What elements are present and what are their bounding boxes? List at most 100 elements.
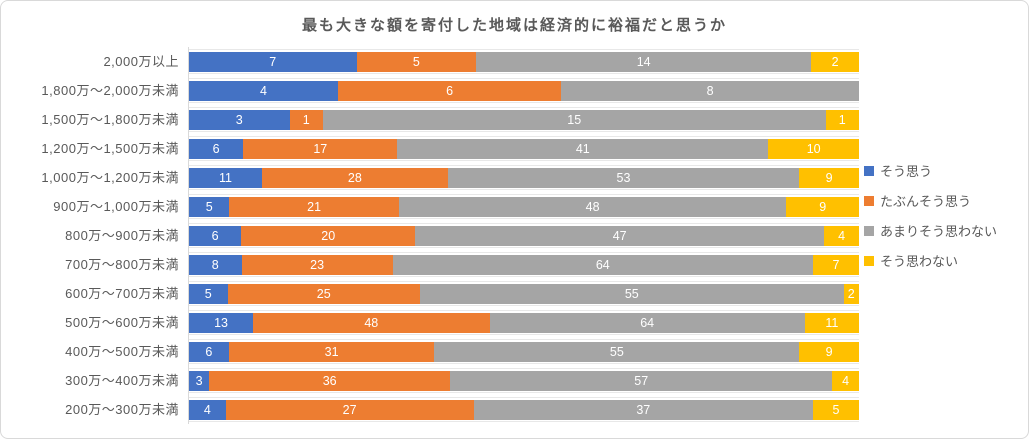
stacked-bar: 3 36 57 4	[189, 370, 859, 391]
bar-segment-maybe-agree: 31	[228, 341, 435, 362]
bar-row: 8 23 64 7	[189, 250, 859, 279]
data-label: 5	[832, 402, 840, 417]
data-label: 7	[832, 257, 840, 272]
bar-segment-not-really: 14	[476, 51, 812, 72]
category-label: 800万〜900万未満	[65, 228, 179, 243]
data-label: 27	[342, 402, 357, 417]
bar-segment-maybe-agree: 23	[241, 254, 393, 275]
category-label: 200万〜300万未満	[65, 402, 179, 417]
stacked-bar: 6 20 47 4	[189, 225, 859, 246]
bar-row: 3 1 15 1	[189, 105, 859, 134]
bar-segment-maybe-agree: 48	[253, 312, 490, 333]
data-label: 4	[842, 373, 850, 388]
stacked-bar: 6 31 55 9	[189, 341, 859, 362]
legend-item-agree: そう思う	[864, 161, 1028, 180]
bar-segment-maybe-agree: 27	[225, 399, 474, 420]
data-label: 3	[195, 373, 203, 388]
bar-segment-agree: 6	[189, 138, 244, 159]
stacked-bar: 8 23 64 7	[189, 254, 859, 275]
legend-item-disagree: そう思わない	[864, 251, 1028, 270]
category-label: 1,800万〜2,000万未満	[41, 83, 179, 98]
bar-segment-disagree: 2	[843, 283, 859, 304]
bar-segment-agree: 5	[189, 196, 230, 217]
bar-segment-not-really: 64	[392, 254, 814, 275]
stacked-bar: 5 21 48 9	[189, 196, 859, 217]
category-label: 1,000万〜1,200万未満	[41, 170, 179, 185]
bar-segment-agree: 11	[189, 167, 262, 188]
category-label: 1,500万〜1,800万未満	[41, 112, 179, 127]
bar-row: 7 5 14 2	[189, 47, 859, 76]
legend-item-maybe-agree: たぶんそう思う	[864, 191, 1028, 210]
bar-row: 6 17 41 10	[189, 134, 859, 163]
bar-segment-not-really: 41	[397, 138, 769, 159]
bar-segment-agree: 13	[189, 312, 254, 333]
data-label: 6	[446, 83, 454, 98]
bar-segment-maybe-agree: 5	[356, 51, 477, 72]
category-label: 700万〜800万未満	[65, 257, 179, 272]
data-label: 55	[609, 344, 624, 359]
stacked-bar: 5 25 55 2	[189, 283, 859, 304]
stacked-bar: 4 27 37 5	[189, 399, 859, 420]
bar-segment-disagree: 7	[813, 254, 859, 275]
bar-segment-disagree: 5	[813, 399, 859, 420]
data-label: 41	[575, 141, 590, 156]
bar-segment-maybe-agree: 6	[337, 80, 562, 101]
bar-segment-not-really: 48	[398, 196, 787, 217]
legend-swatch-icon	[864, 165, 874, 176]
data-label: 11	[825, 315, 839, 330]
bar-segment-agree: 7	[189, 51, 357, 72]
chart-title: 最も大きな額を寄付した地域は経済的に裕福だと思うか	[301, 16, 727, 34]
bar-segment-disagree: 2	[811, 51, 859, 72]
category-label: 300万〜400万未満	[65, 373, 179, 388]
bar-segment-not-really: 53	[447, 167, 800, 188]
bar-row: 3 36 57 4	[189, 366, 859, 395]
bar-segment-not-really: 8	[561, 80, 859, 101]
data-label: 8	[706, 83, 714, 98]
bar-segment-agree: 3	[189, 370, 210, 391]
data-label: 21	[307, 199, 322, 214]
data-label: 25	[316, 286, 331, 301]
data-label: 31	[324, 344, 339, 359]
bar-segment-not-really: 37	[473, 399, 814, 420]
bar-row: 5 25 55 2	[189, 279, 859, 308]
bar-segment-not-really: 64	[489, 312, 805, 333]
category-label: 1,200万〜1,500万未満	[41, 141, 179, 156]
data-label: 10	[806, 141, 821, 156]
legend-swatch-icon	[864, 195, 874, 206]
bar-segment-maybe-agree: 1	[289, 109, 323, 130]
bar-segment-disagree: 9	[799, 341, 859, 362]
bar-segment-agree: 3	[189, 109, 290, 130]
legend-label: あまりそう思わない	[880, 224, 998, 239]
data-label: 4	[838, 228, 846, 243]
bar-segment-not-really: 15	[323, 109, 826, 130]
data-label: 47	[612, 228, 627, 243]
data-label: 53	[616, 170, 631, 185]
data-label: 4	[259, 83, 267, 98]
bar-row: 6 31 55 9	[189, 337, 859, 366]
data-label: 5	[205, 199, 213, 214]
legend-swatch-icon	[864, 225, 874, 236]
data-label: 13	[214, 315, 228, 330]
bar-segment-disagree: 9	[786, 196, 859, 217]
data-label: 2	[847, 286, 855, 301]
legend: そう思うたぶんそう思うあまりそう思わないそう思わない	[859, 47, 1028, 424]
data-label: 15	[567, 112, 582, 127]
bar-segment-agree: 5	[189, 283, 228, 304]
bar-segment-maybe-agree: 17	[243, 138, 398, 159]
data-label: 9	[825, 170, 833, 185]
bar-segment-disagree: 4	[832, 370, 859, 391]
data-label: 9	[825, 344, 833, 359]
category-label: 2,000万以上	[103, 54, 179, 69]
bar-segment-maybe-agree: 28	[261, 167, 448, 188]
bar-segment-maybe-agree: 21	[229, 196, 399, 217]
data-label: 57	[634, 373, 649, 388]
category-label: 900万〜1,000万未満	[53, 199, 179, 214]
category-axis: 2,000万以上 1,800万〜2,000万未満 1,500万〜1,800万未満 1,…	[1, 47, 188, 424]
data-label: 64	[595, 257, 610, 272]
legend-swatch-icon	[864, 255, 874, 266]
data-label: 9	[819, 199, 827, 214]
chart-body: 2,000万以上 1,800万〜2,000万未満 1,500万〜1,800万未満 1,…	[1, 47, 1028, 424]
stacked-bar: 11 28 53 9	[189, 167, 859, 188]
category-label: 600万〜700万未満	[65, 286, 179, 301]
